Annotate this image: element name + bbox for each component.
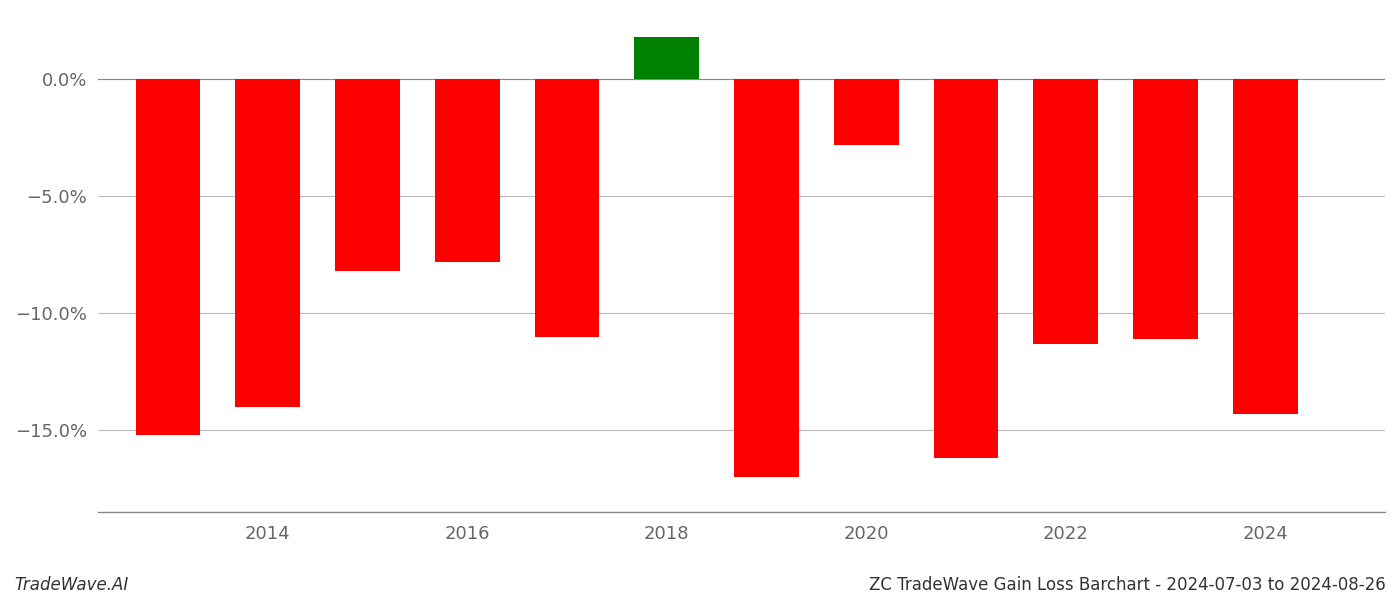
- Bar: [335, 79, 400, 271]
- Bar: [834, 79, 899, 145]
- Bar: [136, 79, 200, 434]
- Bar: [535, 79, 599, 337]
- Bar: [734, 79, 799, 477]
- Bar: [934, 79, 998, 458]
- Text: TradeWave.AI: TradeWave.AI: [14, 576, 129, 594]
- Text: ZC TradeWave Gain Loss Barchart - 2024-07-03 to 2024-08-26: ZC TradeWave Gain Loss Barchart - 2024-0…: [869, 576, 1386, 594]
- Bar: [1133, 79, 1198, 339]
- Bar: [634, 37, 699, 79]
- Bar: [435, 79, 500, 262]
- Bar: [235, 79, 300, 407]
- Bar: [1233, 79, 1298, 413]
- Bar: [1033, 79, 1098, 344]
